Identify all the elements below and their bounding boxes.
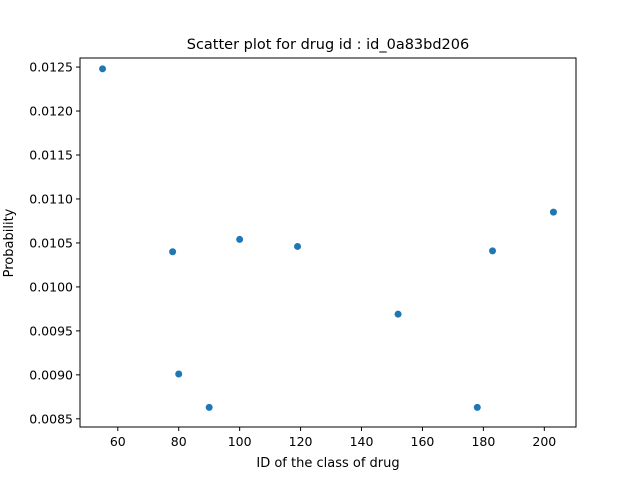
- y-tick-label: 0.0125: [29, 60, 73, 75]
- data-points: [99, 65, 557, 411]
- x-axis-label: ID of the class of drug: [256, 456, 399, 471]
- y-tick-label: 0.0110: [29, 191, 73, 206]
- x-tick-label: 180: [471, 434, 495, 449]
- y-tick-label: 0.0120: [29, 104, 73, 119]
- data-point: [175, 370, 183, 378]
- y-axis: 0.0085 0.0090 0.0095 0.0100 0.0105 0.0110 0.01…: [29, 60, 80, 426]
- y-tick-label: 0.0085: [29, 411, 73, 426]
- y-tick-label: 0.0115: [29, 147, 73, 162]
- data-point: [394, 310, 402, 318]
- data-point: [205, 403, 213, 411]
- y-tick-label: 0.0090: [29, 367, 73, 382]
- x-tick-label: 120: [289, 434, 313, 449]
- x-tick-label: 100: [228, 434, 252, 449]
- x-axis: 60 80 100 120 140 160 180 200: [110, 427, 556, 449]
- x-tick-label: 200: [532, 434, 556, 449]
- plot-frame: [79, 57, 577, 428]
- data-point: [99, 65, 107, 73]
- x-tick-label: 140: [350, 434, 374, 449]
- data-point: [473, 403, 481, 411]
- plot-area: [79, 57, 577, 428]
- y-tick-label: 0.0105: [29, 235, 73, 250]
- y-tick-label: 0.0100: [29, 279, 73, 294]
- x-tick-label: 80: [171, 434, 187, 449]
- data-point: [294, 242, 302, 250]
- data-point: [549, 208, 557, 216]
- data-point: [169, 248, 177, 256]
- data-point: [489, 247, 497, 255]
- x-tick-label: 160: [411, 434, 435, 449]
- data-point: [236, 235, 244, 243]
- y-tick-label: 0.0095: [29, 323, 73, 338]
- x-tick-label: 60: [110, 434, 126, 449]
- chart-title: Scatter plot for drug id : id_0a83bd206: [187, 37, 470, 53]
- y-axis-label: Probability: [2, 208, 17, 277]
